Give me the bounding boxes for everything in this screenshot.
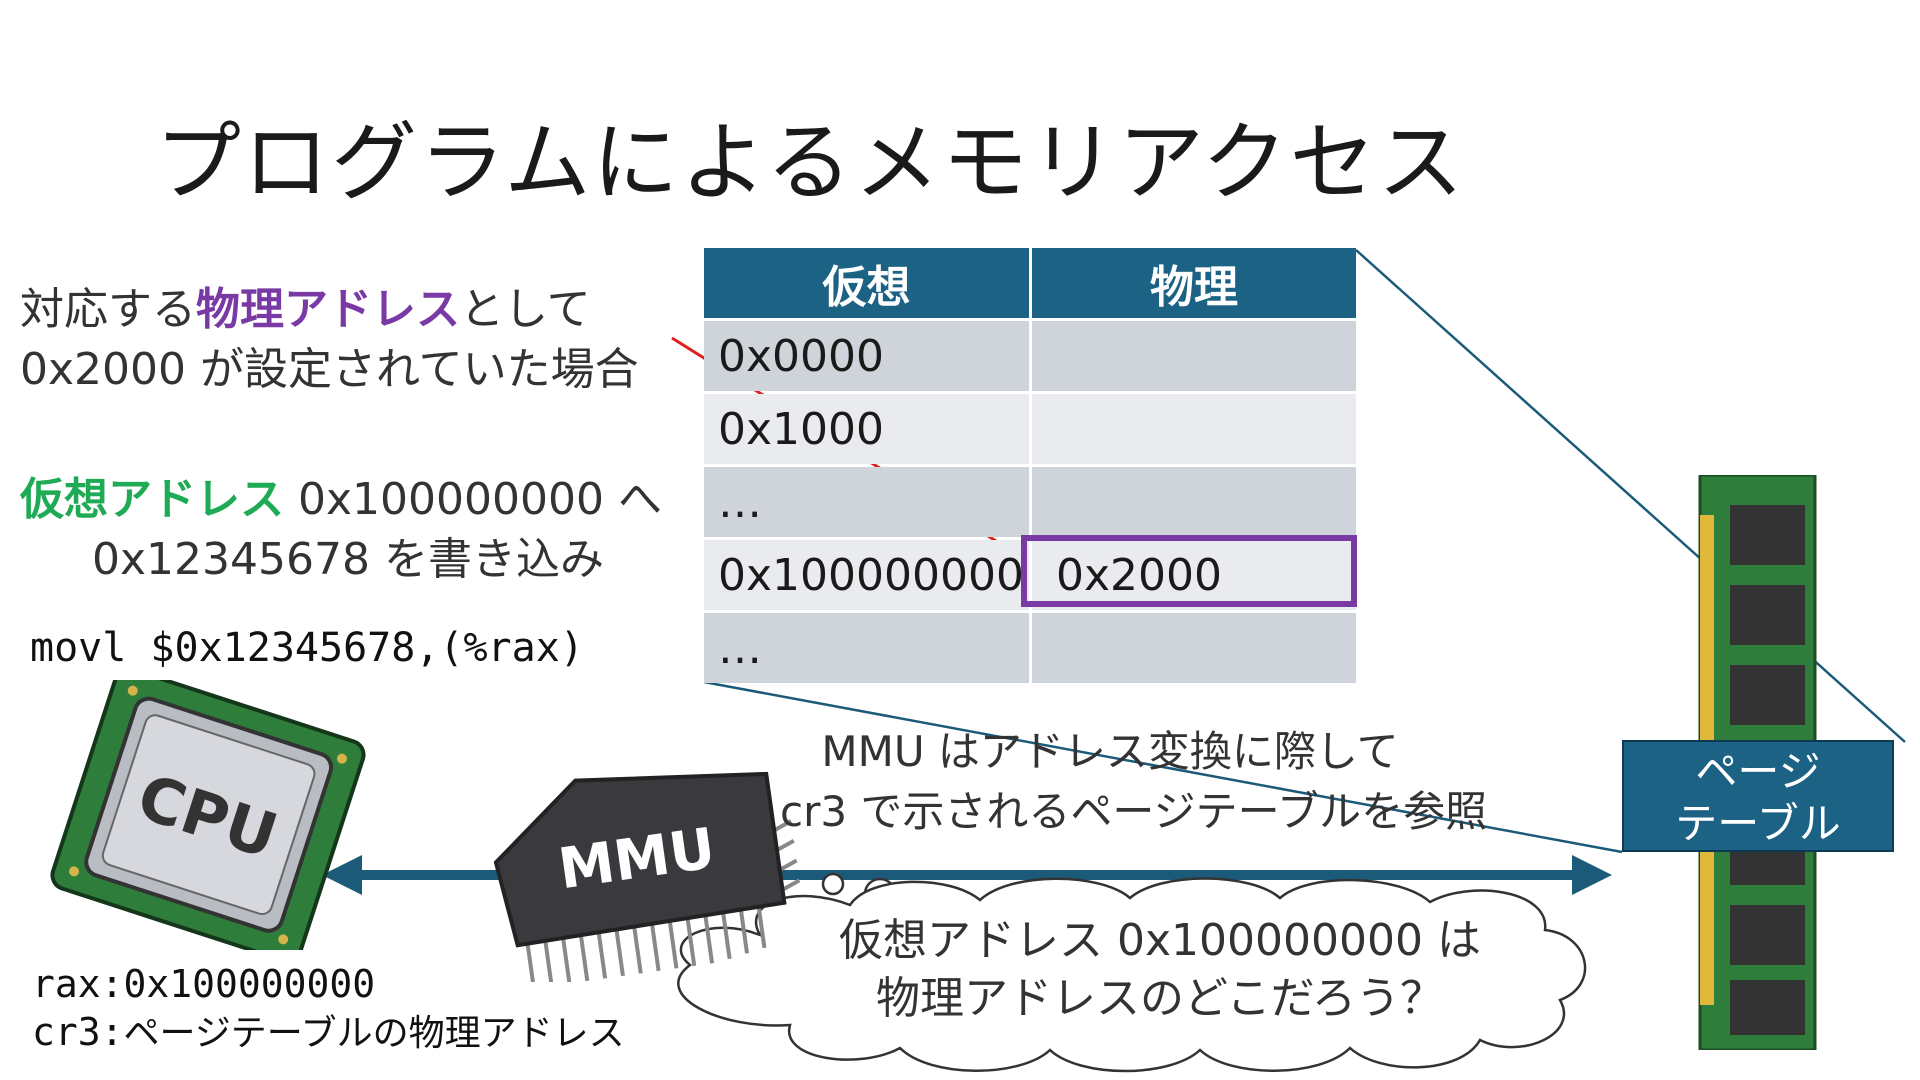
virtual-cell: 0x1000 xyxy=(704,394,1029,464)
rax-label: rax: xyxy=(32,962,124,1006)
note-physical-line1: 対応する物理アドレスとして xyxy=(20,280,639,340)
page-title: プログラムによるメモリアクセス xyxy=(155,113,1466,213)
page-table-label-line1: ページ xyxy=(1695,747,1821,796)
note-physical-highlight: 物理アドレス xyxy=(196,284,460,335)
table-row: 0x100000000 0x2000 xyxy=(704,540,1356,610)
rax-value: 0x100000000 xyxy=(123,962,376,1006)
header-virtual: 仮想 xyxy=(704,248,1029,318)
virtual-cell: … xyxy=(704,467,1029,537)
cpu-chip-icon: CPU xyxy=(50,680,366,950)
register-rax: rax:0x100000000 xyxy=(32,960,625,1008)
register-cr3: cr3:ページテーブルの物理アドレス xyxy=(32,1008,625,1058)
header-physical: 物理 xyxy=(1032,248,1356,318)
note-virtual-highlight: 仮想アドレス xyxy=(20,474,284,525)
table-row: … xyxy=(704,613,1356,683)
thought-line2: 物理アドレスのどこだろう？ xyxy=(875,973,1445,1024)
virtual-cell: … xyxy=(704,613,1029,683)
note-virtual: 仮想アドレス 0x100000000 へ 0x12345678 を書き込み xyxy=(20,470,662,590)
note-physical-line2: 0x2000 が設定されていた場合 xyxy=(20,344,639,395)
bus-arrow-left-head xyxy=(322,855,362,895)
physical-cell xyxy=(1032,321,1356,391)
cr3-value: ページテーブルの物理アドレス xyxy=(123,1013,625,1054)
note-physical-prefix: 対応する xyxy=(20,284,196,335)
zoom-line-bottom xyxy=(703,680,1623,854)
thought-cloud xyxy=(677,877,1587,1073)
thought-line1: 仮想アドレス 0x100000000 は xyxy=(839,915,1481,966)
page-table-label-line2: テーブル xyxy=(1675,799,1841,848)
instruction: movl $0x12345678,(%rax) xyxy=(30,625,584,671)
cr3-label: cr3: xyxy=(32,1010,124,1054)
virtual-cell: 0x0000 xyxy=(704,321,1029,391)
note-physical: 対応する物理アドレスとして 0x2000 が設定されていた場合 xyxy=(20,280,639,400)
mmu-note-line2: cr3 で示されるページテーブルを参照 xyxy=(780,787,1488,836)
page-table-header: 仮想 物理 xyxy=(704,248,1356,318)
mmu-note: MMU はアドレス変換に際して cr3 で示されるページテーブルを参照 xyxy=(780,722,1488,842)
physical-cell xyxy=(1032,394,1356,464)
mmu-note-line1: MMU はアドレス変換に際して xyxy=(821,727,1399,776)
mmu-chip-icon: MMU xyxy=(493,771,801,982)
thought-text: 仮想アドレス 0x100000000 は 物理アドレスのどこだろう？ xyxy=(780,912,1540,1028)
table-row: 0x1000 xyxy=(704,394,1356,464)
virtual-cell: 0x100000000 xyxy=(704,540,1029,610)
table-row: 0x0000 xyxy=(704,321,1356,391)
note-physical-suffix: として xyxy=(460,284,591,335)
page-table: 仮想 物理 0x0000 0x1000 … 0x100000000 0x2000… xyxy=(704,248,1356,686)
note-virtual-line2: 0x12345678 を書き込み xyxy=(92,534,604,585)
physical-cell xyxy=(1032,613,1356,683)
physical-cell: 0x2000 xyxy=(1032,540,1356,610)
page-table-label: ページ テーブル xyxy=(1622,740,1894,852)
thought-dot-small xyxy=(821,872,845,896)
table-row: … xyxy=(704,467,1356,537)
registers: rax:0x100000000 cr3:ページテーブルの物理アドレス xyxy=(32,960,625,1058)
highlight-box xyxy=(1021,535,1357,607)
physical-cell xyxy=(1032,467,1356,537)
bus-arrow-right-head xyxy=(1572,855,1612,895)
note-virtual-suffix: 0x100000000 へ xyxy=(284,474,662,525)
note-virtual-line1: 仮想アドレス 0x100000000 へ xyxy=(20,470,662,530)
